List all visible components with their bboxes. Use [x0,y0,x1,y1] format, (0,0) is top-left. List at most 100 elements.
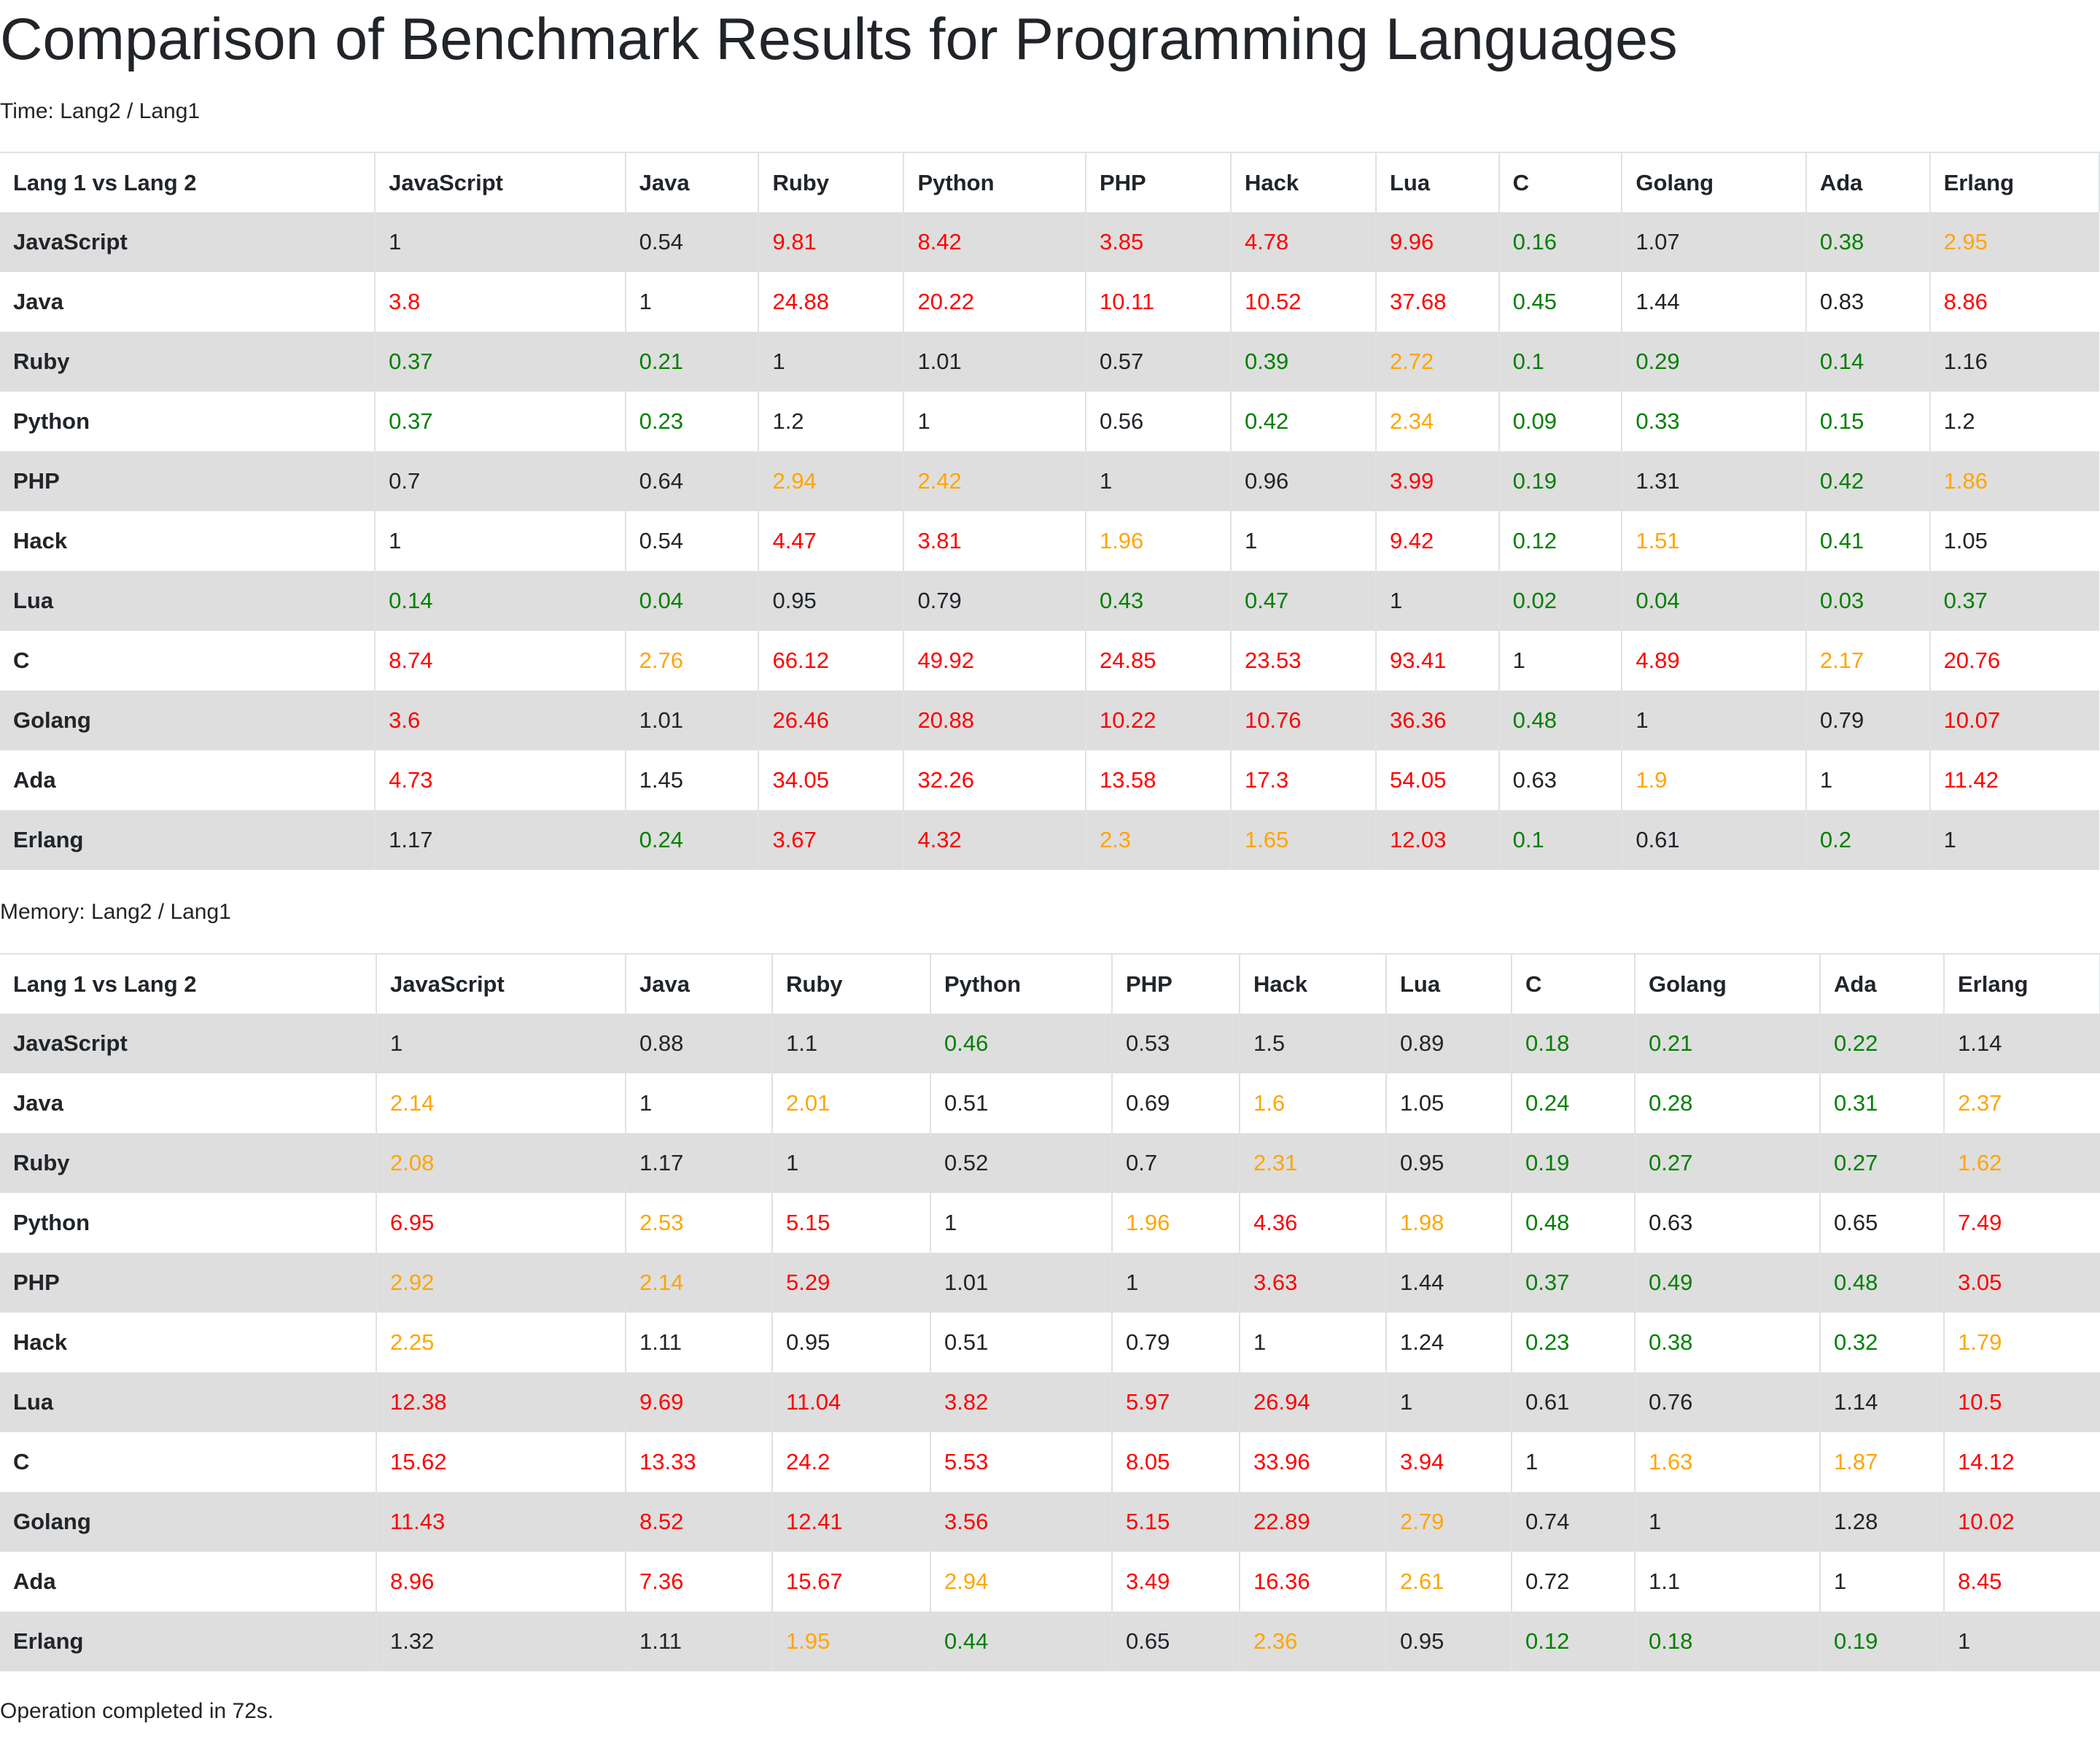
time-table-row-header-ruby: Ruby [13,349,70,374]
ratio-cell: 3.49 [1111,1552,1240,1612]
time-table-corner-header: Lang 1 vs Lang 2 [0,152,376,212]
ratio-cell: 5.53 [930,1432,1112,1492]
ratio-cell: 3.6 [374,691,626,750]
ratio-cell: 0.29 [1621,332,1806,392]
ratio-cell: 0.79 [1111,1313,1240,1372]
ratio-cell: 9.81 [758,212,904,272]
ratio-cell: 1 [1929,810,2099,870]
ratio-cell: 1.17 [625,1133,772,1193]
ratio-cell: 23.53 [1229,631,1376,691]
ratio-cell: 5.15 [771,1193,930,1253]
table-row: Lua 0.14 0.04 0.95 0.79 0.43 0.47 1 0.02 0.04 0.03… [0,571,2099,631]
ratio-cell: 0.42 [1229,392,1376,451]
ratio-cell: 22.89 [1239,1492,1386,1552]
ratio-cell: 0.1 [1498,810,1622,870]
ratio-cell: 0.04 [1621,571,1806,631]
ratio-cell: 5.29 [771,1253,930,1313]
time-table-row-header-c: C [13,648,30,673]
ratio-cell: 8.52 [625,1492,772,1552]
ratio-cell: 0.37 [1511,1253,1635,1313]
time-table-body: JavaScript 1 0.54 9.81 8.42 3.85 4.78 9.96 0.16 1… [0,212,2099,870]
time-table-column-header-erlang: Erlang [1929,152,2100,212]
ratio-cell: 0.18 [1634,1612,1820,1671]
ratio-cell: 1 [1498,631,1622,691]
ratio-cell: 2.34 [1374,392,1499,451]
ratio-cell: 2.94 [930,1552,1112,1612]
ratio-cell: 0.23 [624,392,759,451]
ratio-cell: 0.47 [1229,571,1376,631]
memory-table-column-header-ruby: Ruby [771,953,930,1014]
table-row: Hack 2.25 1.11 0.95 0.51 0.79 1 1.24 0.23 0.38 0.3… [0,1313,2100,1372]
ratio-cell: 1.1 [1634,1552,1820,1612]
ratio-cell: 0.79 [903,571,1086,631]
ratio-cell: 1 [376,1014,626,1073]
ratio-cell: 3.85 [1084,212,1231,272]
ratio-cell: 1.63 [1634,1432,1820,1492]
ratio-cell: 0.95 [1385,1133,1512,1193]
table-row: Golang 3.6 1.01 26.46 20.88 10.22 10.76 36.36 0.… [0,691,2099,750]
ratio-cell: 10.52 [1229,272,1376,332]
ratio-cell: 13.58 [1084,750,1231,810]
ratio-cell: 0.42 [1805,451,1930,511]
table-row: Ada 8.96 7.36 15.67 2.94 3.49 16.36 2.61 0.72 1.1… [0,1552,2100,1612]
memory-table-column-header-ada: Ada [1819,953,1944,1014]
memory-table-body: JavaScript 1 0.88 1.1 0.46 0.53 1.5 0.89 0.18 0.2… [0,1014,2100,1671]
ratio-cell: 8.42 [903,212,1086,272]
ratio-cell: 9.69 [625,1372,772,1432]
ratio-cell: 2.25 [376,1313,626,1372]
memory-table-row-header-hack: Hack [13,1329,68,1355]
ratio-cell: 2.76 [624,631,759,691]
memory-table-row-header-java: Java [13,1090,63,1116]
ratio-cell: 0.72 [1511,1552,1635,1612]
ratio-cell: 0.63 [1634,1193,1820,1253]
ratio-cell: 11.04 [771,1372,930,1432]
ratio-cell: 3.94 [1385,1432,1512,1492]
ratio-cell: 2.3 [1084,810,1231,870]
ratio-cell: 0.09 [1498,392,1622,451]
ratio-cell: 14.12 [1943,1432,2100,1492]
time-table-column-header-php: PHP [1084,152,1231,212]
ratio-cell: 0.48 [1819,1253,1944,1313]
time-table-header-row: Lang 1 vs Lang 2 JavaScript Java Ruby Python… [0,152,2100,212]
memory-table-row-header-c: C [13,1449,30,1474]
ratio-cell: 3.8 [374,272,626,332]
ratio-cell: 0.43 [1084,571,1231,631]
ratio-cell: 0.69 [1111,1073,1240,1133]
time-table-column-header-javascript: JavaScript [374,152,626,212]
time-table-row-header-golang: Golang [13,707,91,733]
ratio-cell: 1.11 [625,1313,772,1372]
table-row: Ruby 0.37 0.21 1 1.01 0.57 0.39 2.72 0.1 0.29 0.14… [0,332,2099,392]
memory-table-row-header-lua: Lua [13,1389,54,1415]
ratio-cell: 2.37 [1943,1073,2100,1133]
ratio-cell: 1.96 [1111,1193,1240,1253]
memory-table-column-header-golang: Golang [1634,953,1820,1014]
ratio-cell: 1.16 [1929,332,2099,392]
ratio-cell: 2.94 [758,451,904,511]
ratio-cell: 1.1 [771,1014,930,1073]
ratio-cell: 16.36 [1239,1552,1386,1612]
ratio-cell: 4.32 [903,810,1086,870]
time-table: Lang 1 vs Lang 2 JavaScript Java Ruby Python… [0,152,2100,870]
ratio-cell: 7.49 [1943,1193,2100,1253]
ratio-cell: 0.32 [1819,1313,1944,1372]
ratio-cell: 3.99 [1374,451,1499,511]
ratio-cell: 66.12 [758,631,904,691]
ratio-cell: 0.96 [1229,451,1376,511]
ratio-cell: 1.65 [1229,810,1376,870]
ratio-cell: 36.36 [1374,691,1499,750]
status-message: Operation completed in 72s. [0,1699,274,1723]
ratio-cell: 6.95 [376,1193,626,1253]
ratio-cell: 0.12 [1511,1612,1635,1671]
ratio-cell: 1 [930,1193,1112,1253]
ratio-cell: 12.38 [376,1372,626,1432]
ratio-cell: 1.51 [1621,511,1806,571]
ratio-cell: 5.97 [1111,1372,1240,1432]
ratio-cell: 1.05 [1929,511,2099,571]
ratio-cell: 0.7 [374,451,626,511]
ratio-cell: 0.57 [1084,332,1231,392]
time-table-column-header-golang: Golang [1621,152,1806,212]
memory-table-row-header-ada: Ada [13,1569,56,1594]
ratio-cell: 4.78 [1229,212,1376,272]
ratio-cell: 8.86 [1929,272,2099,332]
ratio-cell: 11.42 [1929,750,2099,810]
